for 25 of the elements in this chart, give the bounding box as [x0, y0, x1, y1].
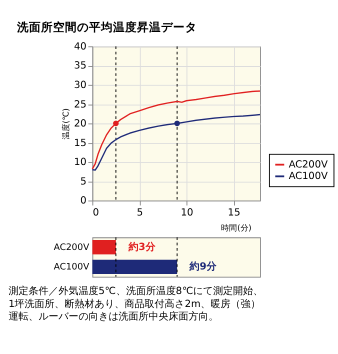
x-tick-label: 5: [136, 207, 144, 218]
legend-label: AC100V: [288, 171, 328, 182]
data-label: 約9分: [188, 260, 218, 273]
x-tick-label: 10: [180, 207, 194, 218]
y-tick-label: 20: [74, 118, 87, 130]
y-tick-label: AC200V: [54, 242, 90, 253]
x-tick-label: 15: [228, 207, 240, 218]
text: 1坪洗面所、断熱材あり、商品取付高さ2m、暖房（強）: [8, 298, 261, 310]
x-tick-label: 0: [92, 207, 100, 218]
y-axis-title: 温度(℃): [62, 108, 71, 140]
chart-title: 洗面所空間の平均温度昇温データ: [16, 20, 198, 34]
legend-label: AC200V: [288, 159, 328, 170]
text: 測定条件／外気温度5℃、洗面所温度8℃にて測定開始、: [8, 285, 264, 298]
y-tick-label: 35: [74, 60, 87, 72]
text: 運転、ルーバーの向きは洗面所中央床面方向。: [8, 310, 218, 322]
y-tick-label: 5: [80, 176, 87, 188]
y-tick-label: 10: [74, 157, 87, 168]
data-label: 約3分: [127, 240, 156, 253]
y-tick-label: 0: [80, 196, 87, 207]
y-tick-label: AC100V: [54, 262, 90, 273]
y-tick-label: 30: [74, 80, 87, 92]
y-tick-label: 15: [74, 138, 87, 149]
y-tick-label: 25: [74, 99, 87, 110]
x-axis-title: 時間(分): [221, 224, 252, 233]
y-tick-label: 40: [74, 41, 87, 52]
